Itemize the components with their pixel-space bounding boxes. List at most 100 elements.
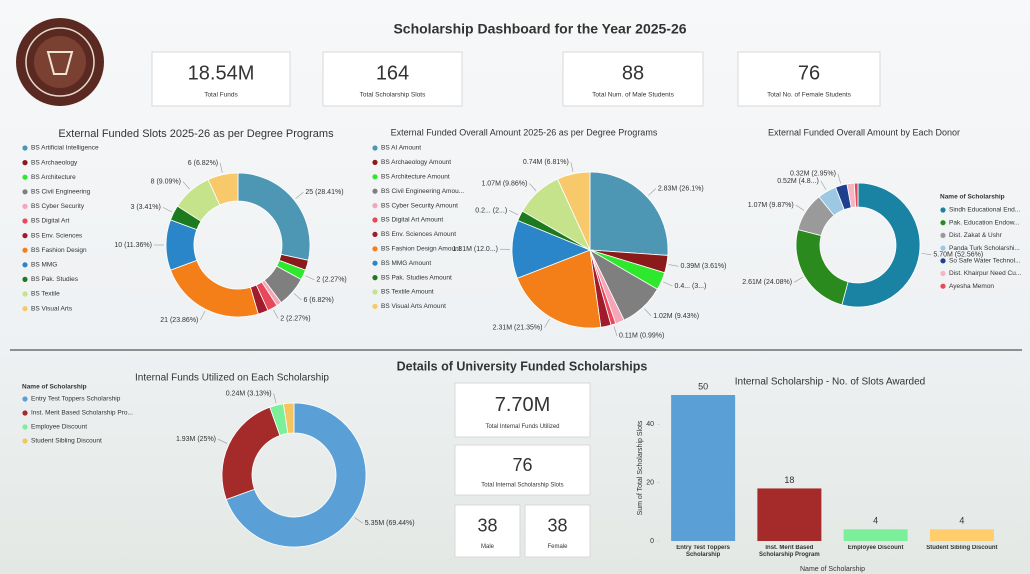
kpi-value: 88 <box>622 62 644 84</box>
data-label: 2.83M (26.1%) <box>658 185 704 192</box>
legend-label: BS Artificial Intelligence <box>31 145 99 152</box>
dashboard-title: Scholarship Dashboard for the Year 2025-… <box>393 21 686 37</box>
legend-label: BS MMG Amount <box>381 260 431 267</box>
data-label: 2 (2.27%) <box>316 277 346 284</box>
legend-label: BS Digital Art Amount <box>381 217 443 224</box>
x-tick-label-box: Employee Discount <box>836 545 916 567</box>
kpi-label: Female <box>547 544 568 550</box>
legend-marker <box>940 246 945 251</box>
data-label: 0.32M (2.95%) <box>790 171 836 178</box>
kpi-label: Male <box>481 544 495 550</box>
logo <box>16 18 104 106</box>
data-label: 1.31M (12.0...) <box>452 246 498 253</box>
kpi-value: 7.70M <box>495 394 551 416</box>
legend-marker <box>940 233 945 238</box>
legend-label: BS Fashion Design Amount <box>381 246 461 253</box>
data-label: 5.35M (69.44%) <box>365 520 415 527</box>
x-tick-label-box: Inst. Merit Based Scholarship Program <box>749 545 829 567</box>
data-label: 0.39M (3.61%) <box>681 263 727 270</box>
data-label: 1.02M (9.43%) <box>653 313 699 320</box>
legend-marker <box>372 174 377 179</box>
data-label: 21 (23.86%) <box>160 317 198 324</box>
x-tick-label-box: Entry Test Toppers Scholarship <box>663 545 743 567</box>
kpi-label: Total Funds <box>204 92 238 99</box>
data-label: 2 (2.27%) <box>280 316 310 323</box>
data-label: 0.24M (3.13%) <box>226 390 272 397</box>
legend-marker <box>22 204 27 209</box>
y-tick-label: 20 <box>646 479 654 486</box>
legend-label: So Safe Water Technol... <box>949 258 1021 265</box>
data-label: 1.07M (9.87%) <box>748 202 794 209</box>
legend-marker <box>372 275 377 280</box>
legend-label: BS Architecture Amount <box>381 174 450 181</box>
legend-label: BS Env. Sciences Amount <box>381 231 456 238</box>
legend-label: BS Pak. Studies <box>31 276 79 283</box>
bar <box>671 395 735 541</box>
data-label: 0.2... (2...) <box>475 207 507 214</box>
legend-marker <box>22 248 27 253</box>
bar <box>930 529 994 541</box>
legend-marker <box>372 145 377 150</box>
data-label: 0.11M (0.99%) <box>619 333 664 340</box>
legend-label: BS Visual Arts <box>31 305 73 312</box>
legend-label: BS Archaeology <box>31 159 78 166</box>
legend-marker <box>372 232 377 237</box>
legend-marker <box>372 304 377 309</box>
data-label: 2.61M (24.08%) <box>742 279 792 286</box>
y-axis-title: Sum of Total Scholarship Slots <box>637 420 644 515</box>
legend-marker <box>22 160 27 165</box>
legend-label: BS Textile <box>31 291 60 298</box>
legend-label: Pak. Education Endow... <box>949 219 1020 226</box>
legend-marker <box>372 261 377 266</box>
data-label: 4 <box>873 516 878 526</box>
legend-marker <box>22 277 27 282</box>
chart-title: Internal Funds Utilized on Each Scholars… <box>135 373 329 384</box>
kpi-label: Total Num. of Male Students <box>592 92 674 99</box>
legend-marker <box>22 438 27 443</box>
legend-marker <box>22 306 27 311</box>
legend-marker <box>22 233 27 238</box>
data-label: 5.70M (52.56%) <box>933 252 983 259</box>
data-label: 2.31M (21.35%) <box>493 324 543 331</box>
legend-label: Ayesha Memon <box>949 283 994 290</box>
legend-label: BS Architecture <box>31 174 76 181</box>
kpi-label: Total Internal Funds Utilized <box>485 424 559 430</box>
legend-marker <box>940 207 945 212</box>
y-tick-label: 0 <box>650 538 654 545</box>
data-label: 8 (9.09%) <box>151 178 181 185</box>
legend-label: Student Sibling Discount <box>31 438 102 445</box>
y-tick-label: 40 <box>646 421 654 428</box>
data-label: 0.4... (3...) <box>674 283 706 290</box>
x-tick-label: Student Sibling Discount <box>922 545 1002 552</box>
kpi-value: 38 <box>547 516 567 536</box>
legend-marker <box>940 271 945 276</box>
legend-label: Entry Test Toppers Scholarship <box>31 396 121 403</box>
legend-marker <box>22 291 27 296</box>
data-label: 1.93M (25%) <box>176 436 216 443</box>
x-tick-label: Inst. Merit Based Scholarship Program <box>749 545 829 559</box>
legend-marker <box>22 424 27 429</box>
legend-label: Inst. Merit Based Scholarship Pro... <box>31 410 133 417</box>
legend-marker <box>22 145 27 150</box>
section-title: Details of University Funded Scholarship… <box>397 359 648 373</box>
legend-label: Dist. Zakat & Ushr <box>949 232 1003 239</box>
legend-marker <box>372 160 377 165</box>
legend-marker <box>22 218 27 223</box>
kpi-value: 76 <box>512 455 532 475</box>
legend-label: Employee Discount <box>31 424 87 431</box>
kpi-label: Total Scholarship Slots <box>360 92 427 99</box>
data-label: 6 (6.82%) <box>303 297 333 304</box>
kpi-value: 18.54M <box>188 62 255 84</box>
chart-title: Internal Scholarship - No. of Slots Awar… <box>735 377 925 388</box>
legend-label: BS AI Amount <box>381 145 421 152</box>
legend-label: Sindh Educational End... <box>949 207 1020 214</box>
dashboard: Scholarship Dashboard for the Year 2025-… <box>0 0 1030 574</box>
legend-label: BS Cyber Security Amount <box>381 202 458 209</box>
legend-title: Name of Scholarship <box>940 194 1005 201</box>
legend-label: BS Env. Sciences <box>31 232 83 239</box>
legend-marker <box>940 258 945 263</box>
legend-marker <box>372 189 377 194</box>
data-label: 50 <box>698 381 708 391</box>
legend-label: BS MMG <box>31 262 57 269</box>
legend-marker <box>372 289 377 294</box>
